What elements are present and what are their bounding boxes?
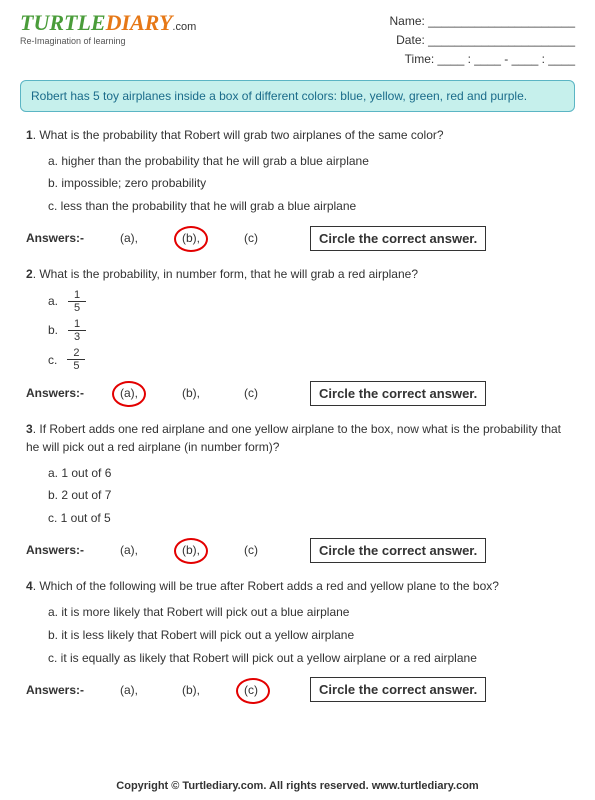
option: b.13 bbox=[48, 318, 575, 343]
question-number: 1 bbox=[26, 128, 33, 142]
answer-choice[interactable]: (c) bbox=[244, 543, 258, 557]
answer-label: Answers:- bbox=[26, 231, 84, 245]
name-line[interactable]: ______________________ bbox=[428, 14, 575, 28]
answer-choice[interactable]: (b), bbox=[182, 231, 200, 245]
answer-label: Answers:- bbox=[26, 543, 84, 557]
name-label: Name: bbox=[389, 14, 424, 28]
options: a. 1 out of 6b. 2 out of 7c. 1 out of 5 bbox=[48, 462, 575, 530]
answer-choice[interactable]: (c) bbox=[244, 683, 258, 697]
question: 4. Which of the following will be true a… bbox=[20, 577, 575, 595]
answer-row: Answers:- (a), (b), (c) Circle the correct a… bbox=[26, 538, 575, 563]
answer-label: Answers:- bbox=[26, 386, 84, 400]
instruction-box: Circle the correct answer. bbox=[310, 538, 486, 563]
option: c. less than the probability that he wil… bbox=[48, 195, 575, 218]
logo-part2: DIARY bbox=[106, 10, 173, 35]
options: a.15 b.13 c.25 bbox=[48, 289, 575, 373]
option: b. impossible; zero probability bbox=[48, 172, 575, 195]
answer-choice[interactable]: (b), bbox=[182, 683, 200, 697]
answer-choice[interactable]: (a), bbox=[120, 543, 138, 557]
info-fields: Name: ______________________ Date: _____… bbox=[389, 12, 575, 70]
problem-statement: Robert has 5 toy airplanes inside a box … bbox=[20, 80, 575, 112]
option: c. 1 out of 5 bbox=[48, 507, 575, 530]
answer-row: Answers:- (a), (b), (c) Circle the correct a… bbox=[26, 226, 575, 251]
time-label: Time: bbox=[405, 52, 435, 66]
answer-choice[interactable]: (c) bbox=[244, 386, 258, 400]
answer-choice[interactable]: (a), bbox=[120, 386, 138, 400]
question: 1. What is the probability that Robert w… bbox=[20, 126, 575, 144]
question-number: 4 bbox=[26, 579, 33, 593]
option: a. it is more likely that Robert will pi… bbox=[48, 601, 575, 624]
options: a. higher than the probability that he w… bbox=[48, 150, 575, 218]
logo-dotcom: .com bbox=[172, 21, 196, 33]
date-label: Date: bbox=[396, 33, 425, 47]
option: a.15 bbox=[48, 289, 575, 314]
time-line[interactable]: ____ : ____ - ____ : ____ bbox=[438, 52, 575, 66]
answer-choice[interactable]: (a), bbox=[120, 683, 138, 697]
date-line[interactable]: ______________________ bbox=[428, 33, 575, 47]
answer-row: Answers:- (a), (b), (c) Circle the correct a… bbox=[26, 381, 575, 406]
question: 3. If Robert adds one red airplane and o… bbox=[20, 420, 575, 456]
logo-part1: TURTLE bbox=[20, 10, 106, 35]
answer-label: Answers:- bbox=[26, 683, 84, 697]
answer-choice[interactable]: (c) bbox=[244, 231, 258, 245]
instruction-box: Circle the correct answer. bbox=[310, 677, 486, 702]
option: a. higher than the probability that he w… bbox=[48, 150, 575, 173]
option: c. it is equally as likely that Robert w… bbox=[48, 647, 575, 670]
answer-choice[interactable]: (a), bbox=[120, 231, 138, 245]
instruction-box: Circle the correct answer. bbox=[310, 226, 486, 251]
question-number: 3 bbox=[26, 422, 33, 436]
option: b. it is less likely that Robert will pi… bbox=[48, 624, 575, 647]
header: TURTLEDIARY.com Re-Imagination of learni… bbox=[20, 12, 575, 70]
answer-choice[interactable]: (b), bbox=[182, 386, 200, 400]
tagline: Re-Imagination of learning bbox=[20, 36, 196, 46]
instruction-box: Circle the correct answer. bbox=[310, 381, 486, 406]
option: c.25 bbox=[48, 347, 575, 372]
option: b. 2 out of 7 bbox=[48, 484, 575, 507]
answer-row: Answers:- (a), (b), (c) Circle the correct a… bbox=[26, 677, 575, 702]
answer-choice[interactable]: (b), bbox=[182, 543, 200, 557]
logo: TURTLEDIARY.com Re-Imagination of learni… bbox=[20, 12, 196, 70]
footer: Copyright © Turtlediary.com. All rights … bbox=[0, 780, 595, 792]
options: a. it is more likely that Robert will pi… bbox=[48, 601, 575, 669]
question-number: 2 bbox=[26, 267, 33, 281]
question: 2. What is the probability, in number fo… bbox=[20, 265, 575, 283]
option: a. 1 out of 6 bbox=[48, 462, 575, 485]
